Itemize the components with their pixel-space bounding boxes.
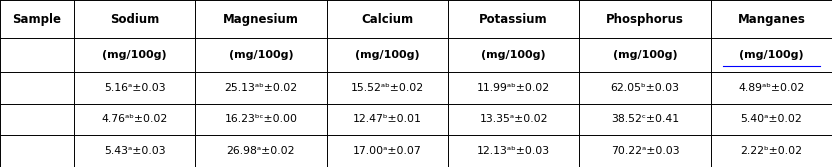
Text: 62.05ᵇ±0.03: 62.05ᵇ±0.03	[611, 83, 680, 93]
Text: (mg/100g): (mg/100g)	[739, 50, 804, 60]
Text: 16.23ᵇᶜ±0.00: 16.23ᵇᶜ±0.00	[225, 114, 297, 124]
Text: 25.13ᵃᵇ±0.02: 25.13ᵃᵇ±0.02	[225, 83, 298, 93]
Text: (mg/100g): (mg/100g)	[355, 50, 419, 60]
Text: (mg/100g): (mg/100g)	[612, 50, 677, 60]
Text: 2.22ᵇ±0.02: 2.22ᵇ±0.02	[740, 146, 802, 156]
Text: Sodium: Sodium	[110, 13, 159, 26]
Text: Manganes: Manganes	[737, 13, 805, 26]
Text: 5.43ᵃ±0.03: 5.43ᵃ±0.03	[104, 146, 166, 156]
Text: Sample: Sample	[12, 13, 62, 26]
Text: (mg/100g): (mg/100g)	[229, 50, 293, 60]
Text: Phosphorus: Phosphorus	[607, 13, 684, 26]
Text: 12.13ᵃᵇ±0.03: 12.13ᵃᵇ±0.03	[477, 146, 550, 156]
Text: 4.89ᵃᵇ±0.02: 4.89ᵃᵇ±0.02	[738, 83, 805, 93]
Text: Potassium: Potassium	[479, 13, 548, 26]
Text: Magnesium: Magnesium	[223, 13, 299, 26]
Text: 5.16ᵃ±0.03: 5.16ᵃ±0.03	[104, 83, 166, 93]
Text: 15.52ᵃᵇ±0.02: 15.52ᵃᵇ±0.02	[350, 83, 423, 93]
Text: 12.47ᵇ±0.01: 12.47ᵇ±0.01	[353, 114, 422, 124]
Text: (mg/100g): (mg/100g)	[102, 50, 167, 60]
Text: 4.76ᵃᵇ±0.02: 4.76ᵃᵇ±0.02	[102, 114, 168, 124]
Text: 17.00ᵃ±0.07: 17.00ᵃ±0.07	[353, 146, 422, 156]
Text: 13.35ᵃ±0.02: 13.35ᵃ±0.02	[479, 114, 547, 124]
Text: Calcium: Calcium	[361, 13, 414, 26]
Text: 11.99ᵃᵇ±0.02: 11.99ᵃᵇ±0.02	[477, 83, 550, 93]
Text: 5.40ᵃ±0.02: 5.40ᵃ±0.02	[740, 114, 802, 124]
Text: 26.98ᵃ±0.02: 26.98ᵃ±0.02	[226, 146, 295, 156]
Text: (mg/100g): (mg/100g)	[481, 50, 546, 60]
Text: 38.52ᶜ±0.41: 38.52ᶜ±0.41	[611, 114, 679, 124]
Text: 70.22ᵃ±0.03: 70.22ᵃ±0.03	[611, 146, 680, 156]
